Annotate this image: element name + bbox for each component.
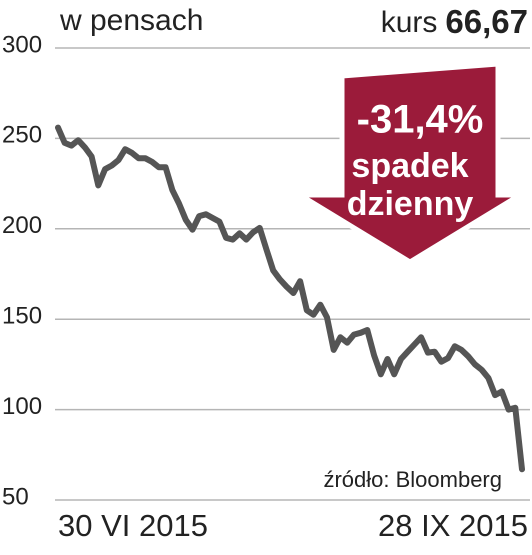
plot-area: 50 100 150 200 250 300 30 VI 2015 28 IX 2015: [2, 31, 530, 543]
y-tick-label: 150: [2, 303, 42, 330]
y-tick-label: 100: [2, 393, 42, 420]
callout-arrow: [291, 61, 529, 265]
callout-line: dzienny: [347, 185, 474, 223]
price-label: kurs: [381, 6, 438, 39]
x-tick-label: 28 IX 2015: [378, 508, 528, 543]
source: źródło: Bloomberg: [323, 467, 502, 492]
y-tick-label: 50: [2, 483, 29, 510]
price-header: kurs 66,67: [381, 3, 528, 40]
x-tick-label: 30 VI 2015: [58, 508, 208, 543]
callout-line: spadek: [351, 147, 468, 185]
price-line: [55, 124, 525, 473]
price-value: 66,67: [445, 3, 528, 40]
y-tick-label: 300: [2, 31, 42, 58]
y-axis-unit: w pensach: [59, 4, 203, 37]
y-tick-label: 200: [2, 212, 42, 239]
y-tick-label: 250: [2, 122, 42, 149]
callout-change: -31,4%: [357, 98, 484, 142]
